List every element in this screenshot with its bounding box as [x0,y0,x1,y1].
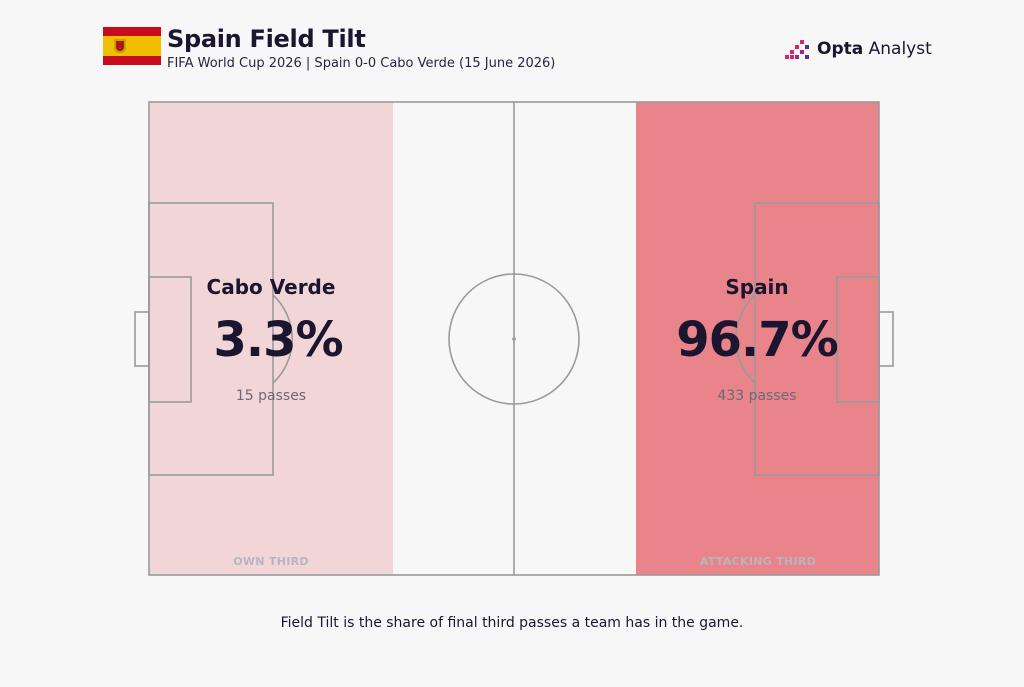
brand-analyst: Analyst [863,39,932,59]
own-third-fill [149,102,393,575]
left-penalty-spot [228,337,232,341]
passes-cabo-verde: 15 passes [235,388,307,404]
brand-opta: Opta [817,39,864,59]
share-cabo-verde: 3.3% [213,312,343,368]
team-name-cabo-verde: Cabo Verde [206,275,336,299]
team-name-spain: Spain [725,275,789,299]
right-goal [878,311,894,367]
attacking-third-label: ATTACKING THIRD [699,555,817,568]
centre-spot [512,337,516,341]
left-penalty-arc [272,294,294,384]
own-third-label: OWN THIRD [233,555,309,568]
attacking-third-fill [636,102,879,575]
share-spain: 96.7% [676,312,839,368]
spain-flag [103,27,161,65]
opta-analyst-logo: Opta Analyst [785,36,932,62]
right-penalty-arc [734,294,756,384]
chart-title: Spain Field Tilt [167,25,366,53]
coat-of-arms-icon [114,39,126,53]
right-penalty-spot [796,337,800,341]
passes-spain: 433 passes [717,388,797,404]
chart-subtitle: FIFA World Cup 2026 | Spain 0-0 Cabo Ver… [167,56,556,71]
left-goal [134,311,150,367]
opta-logo-icon [785,40,809,59]
footnote: Field Tilt is the share of final third p… [280,615,744,631]
centre-circle [448,273,580,405]
